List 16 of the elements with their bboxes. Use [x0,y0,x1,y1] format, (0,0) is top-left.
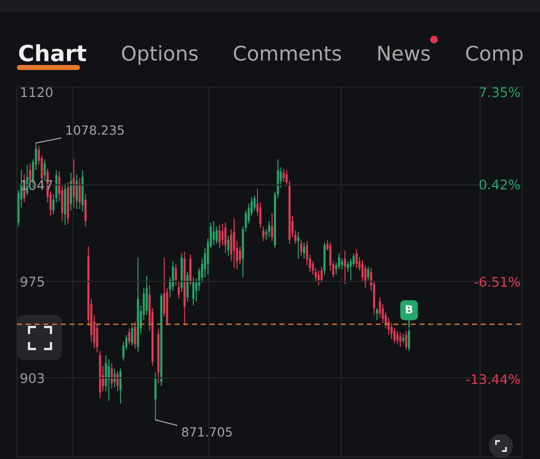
text: Comp [466,46,523,65]
text: Chart [19,44,86,62]
text: Comments [234,46,341,61]
y2-tick-label: 0.42% [480,180,520,190]
text: Options [122,45,198,65]
y-tick-label: 903 [20,373,44,384]
y-tick-label: 1120 [21,87,52,98]
annotation: 1078.235 [66,125,124,135]
annotation: B [406,305,412,314]
text: News [378,46,430,61]
y2-tick-label: 7.35% [480,87,520,98]
annotation: 871.705 [182,427,232,437]
y-tick-label: 975 [20,276,44,287]
y-tick-label: 1047 [21,180,52,190]
y2-tick-label: -6.51% [474,276,520,287]
y2-tick-label: -13.44% [466,374,520,384]
